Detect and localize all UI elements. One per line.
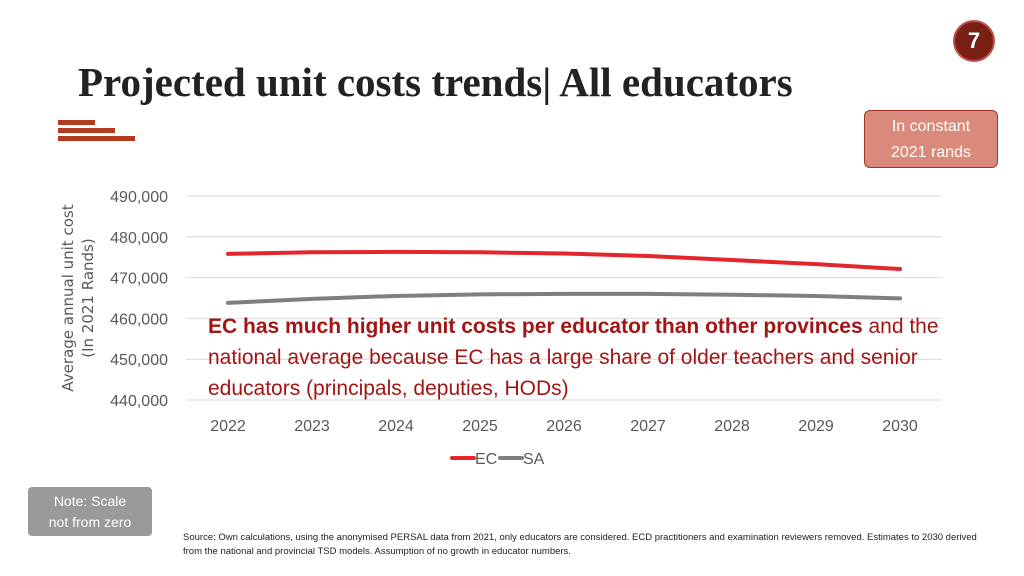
x-tick-label: 2029 bbox=[798, 418, 834, 435]
annotation-text: and the national average because EC has … bbox=[208, 315, 939, 400]
title-accent-bar bbox=[58, 120, 95, 125]
title-accent-bar bbox=[58, 136, 135, 141]
x-tick-label: 2030 bbox=[882, 418, 918, 435]
x-tick-label: 2025 bbox=[462, 418, 498, 435]
y-tick-label: 480,000 bbox=[110, 230, 168, 247]
y-tick-label: 490,000 bbox=[110, 189, 168, 206]
constant-rands-callout: In constant 2021 rands bbox=[864, 110, 998, 168]
x-tick-label: 2023 bbox=[294, 418, 330, 435]
y-tick-label: 460,000 bbox=[110, 311, 168, 328]
x-tick-label: 2027 bbox=[630, 418, 666, 435]
y-tick-label: 470,000 bbox=[110, 271, 168, 288]
x-tick-label: 2024 bbox=[378, 418, 414, 435]
annotation-bold-text: EC has much higher unit costs per educat… bbox=[208, 315, 863, 338]
y-tick-label: 450,000 bbox=[110, 352, 168, 369]
page-number-badge: 7 bbox=[953, 20, 995, 62]
scale-note-line: Note: Scale bbox=[53, 493, 127, 509]
y-tick-label: 440,000 bbox=[110, 393, 168, 410]
x-tick-label: 2026 bbox=[546, 418, 582, 435]
x-tick-label: 2028 bbox=[714, 418, 750, 435]
series-line-ec bbox=[226, 249, 902, 272]
title-accent-bar bbox=[58, 128, 115, 133]
legend-label-sa: SA bbox=[523, 451, 545, 468]
slide-title: Projected unit costs trends| All educato… bbox=[78, 59, 793, 105]
series-line-sa bbox=[226, 291, 902, 305]
legend-label-ec: EC bbox=[475, 451, 497, 468]
source-note: Source: Own calculations, using the anon… bbox=[183, 532, 977, 557]
chart-annotation: EC has much higher unit costs per educat… bbox=[208, 311, 978, 404]
scale-note-box: Note: Scale not from zero bbox=[28, 487, 152, 536]
x-tick-label: 2022 bbox=[210, 418, 246, 435]
callout-line: 2021 rands bbox=[890, 144, 972, 161]
callout-line: In constant bbox=[891, 118, 971, 135]
scale-note-line: not from zero bbox=[48, 514, 132, 530]
